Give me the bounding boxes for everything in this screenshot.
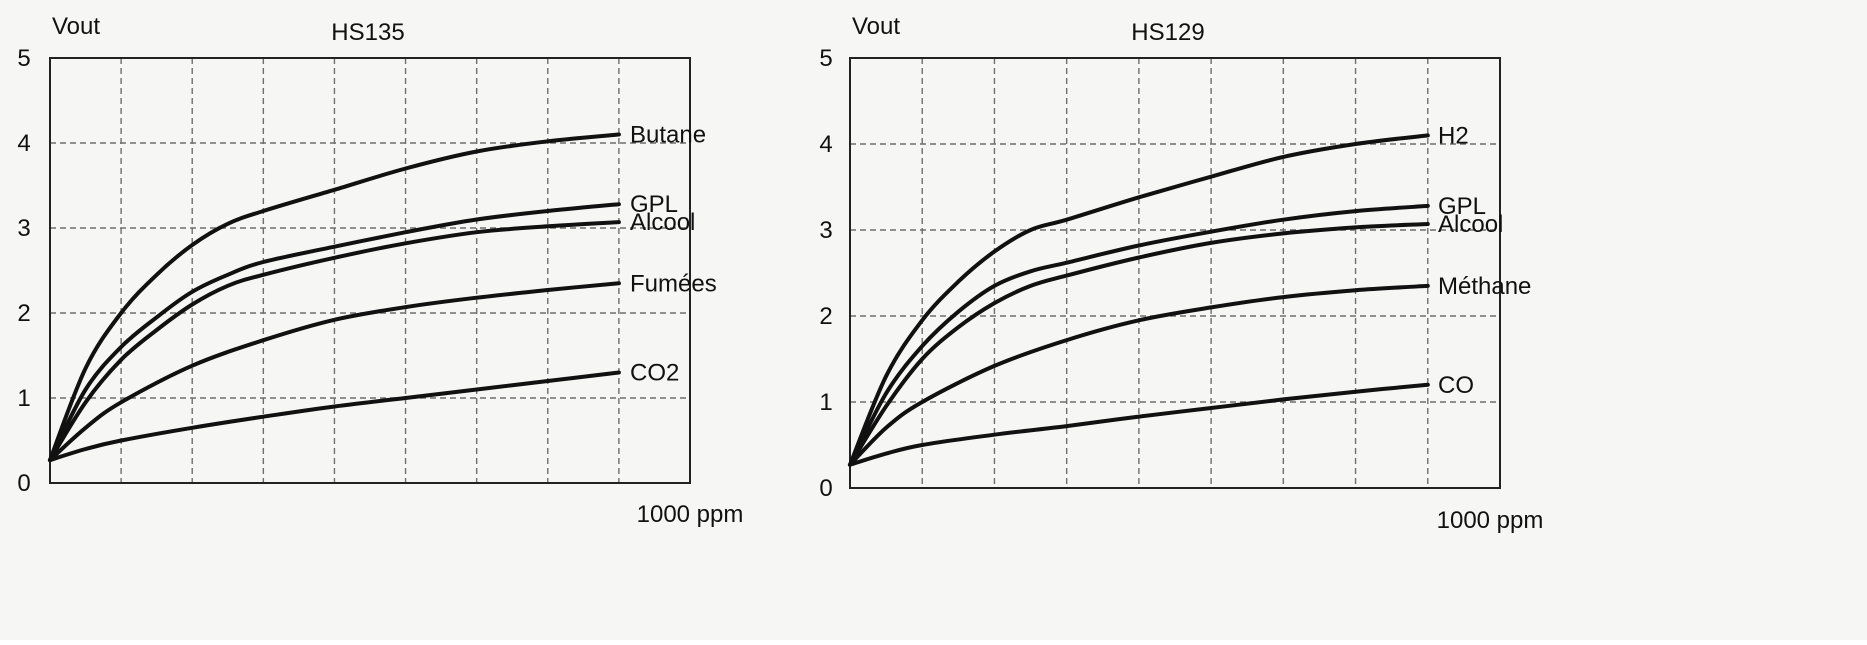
- series-line-1: [848, 203, 1430, 467]
- y-tick-label: 3: [17, 215, 30, 242]
- plot-frame: [849, 57, 1501, 489]
- plot-frame: [49, 57, 691, 484]
- series-label: CO2: [630, 360, 679, 387]
- series-label: Butane: [630, 122, 706, 149]
- series-line-4: [48, 370, 621, 463]
- series-label: Alcool: [630, 209, 695, 236]
- y-tick-label: 2: [819, 303, 832, 330]
- y-tick-label: 1: [17, 385, 30, 412]
- series-line-3: [48, 281, 621, 463]
- x-axis-label: 1000 ppm: [1437, 507, 1544, 534]
- series-line-4: [848, 382, 1430, 467]
- y-axis-label: Vout: [852, 13, 900, 40]
- y-tick-label: 4: [17, 130, 30, 157]
- chart-title: HS135: [331, 19, 404, 46]
- series-line-2: [848, 222, 1430, 467]
- series-line-0: [848, 133, 1430, 467]
- y-tick-label: 0: [819, 475, 832, 502]
- series-line-1: [48, 202, 621, 463]
- series-label: Méthane: [1438, 273, 1531, 300]
- series-label: Fumées: [630, 270, 717, 297]
- y-axis-label: Vout: [52, 13, 100, 40]
- series-label: GPL: [630, 191, 678, 218]
- y-tick-label: 3: [819, 217, 832, 244]
- chart-title: HS129: [1131, 19, 1204, 46]
- y-tick-label: 2: [17, 300, 30, 327]
- series-line-3: [848, 283, 1430, 467]
- y-tick-label: 5: [819, 45, 832, 72]
- x-axis-label: 1000 ppm: [637, 501, 744, 528]
- series-label: CO: [1438, 372, 1474, 399]
- series-label: GPL: [1438, 193, 1486, 220]
- y-tick-label: 1: [819, 389, 832, 416]
- y-tick-label: 5: [17, 45, 30, 72]
- series-label: Alcool: [1438, 211, 1503, 238]
- y-tick-label: 4: [819, 131, 832, 158]
- series-label: H2: [1438, 122, 1469, 149]
- series-line-2: [48, 220, 621, 463]
- y-tick-label: 0: [17, 470, 30, 497]
- series-line-0: [48, 132, 621, 463]
